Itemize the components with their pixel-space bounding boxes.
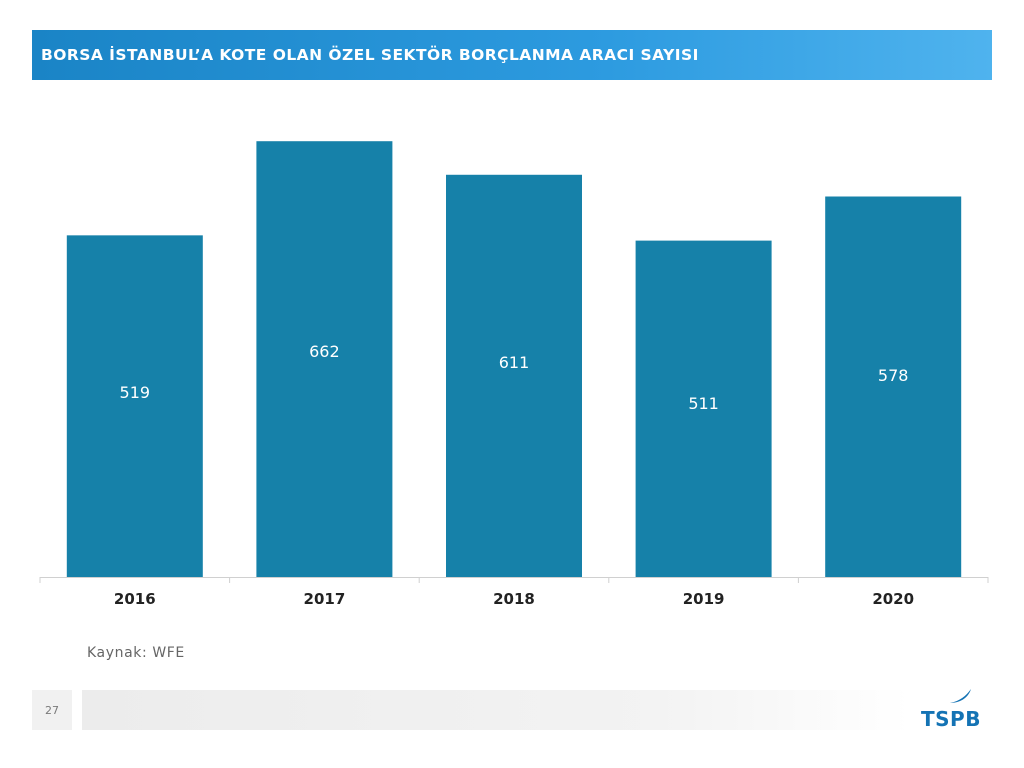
x-tick-label-2019: 2019 [683,590,725,608]
data-label-2017: 662 [309,342,340,361]
footer-band [82,690,910,730]
bar-2016 [66,235,203,578]
bar-2020 [825,196,962,577]
data-label-2020: 578 [878,366,909,385]
source-note: Kaynak: WFE [87,645,185,661]
x-tick-label-2017: 2017 [304,590,346,608]
page-number: 27 [45,703,59,717]
bar-2019 [635,240,772,577]
page-title: BORSA İSTANBUL’A KOTE OLAN ÖZEL SEKTÖR B… [41,46,699,64]
data-label-2016: 519 [120,383,151,402]
logo-text: TSPB [921,707,981,731]
page-number-box: 27 [32,690,72,730]
x-tick-label-2020: 2020 [872,590,914,608]
data-label-2018: 611 [499,353,530,372]
tspb-logo: TSPB [920,686,984,734]
bar-2018 [446,174,582,578]
x-tick-label-2018: 2018 [493,590,535,608]
bar-2017 [256,141,393,578]
logo-swoosh [950,689,971,703]
title-bar: BORSA İSTANBUL’A KOTE OLAN ÖZEL SEKTÖR B… [32,30,992,80]
data-label-2019: 511 [688,394,719,413]
bar-chart: 519 2016 662 2017 611 2018 511 2019 578 2020 [39,141,989,608]
x-tick-label-2016: 2016 [114,590,156,608]
